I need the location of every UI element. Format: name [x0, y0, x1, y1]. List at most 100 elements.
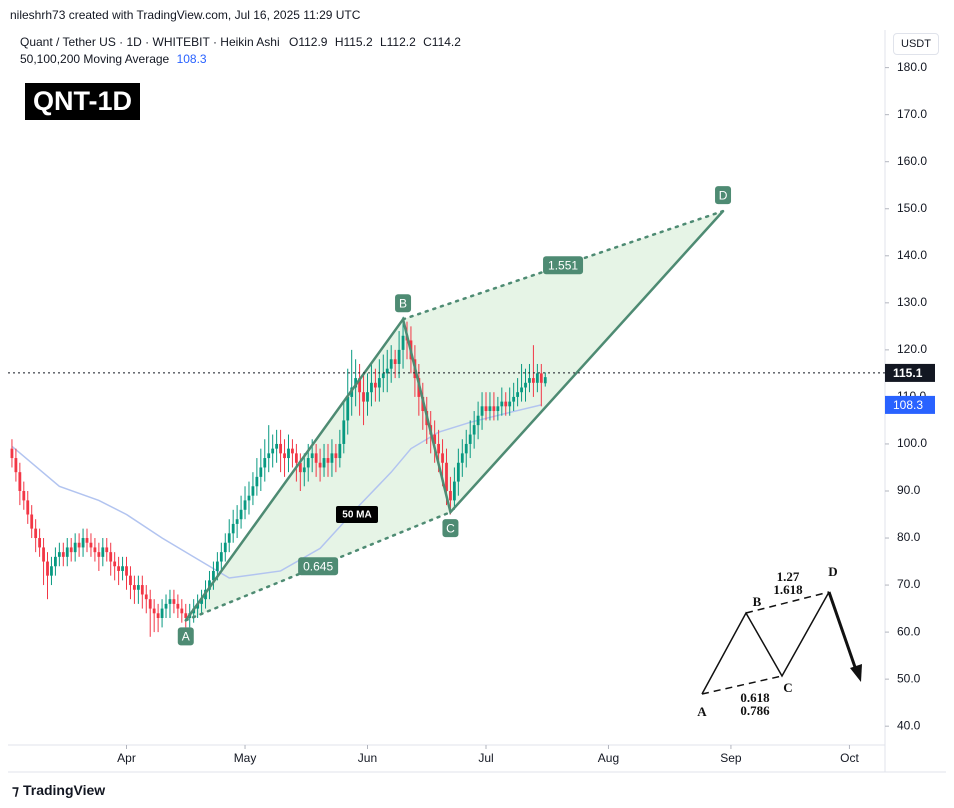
candle-body — [239, 509, 243, 520]
candle-body — [464, 443, 468, 454]
inset-ac-ratio: 0.618 — [740, 690, 770, 705]
candle-body — [38, 538, 42, 548]
ohlc-high: H115.2 — [334, 35, 373, 49]
point-label: B — [399, 296, 407, 310]
candle-body — [528, 378, 531, 383]
candle-body — [160, 608, 164, 618]
credit: nileshrh73 created with TradingView.com,… — [10, 8, 361, 22]
point-label-box — [442, 519, 459, 538]
candle-body — [267, 453, 271, 459]
point-label-box — [177, 627, 194, 646]
candle-body — [46, 561, 49, 576]
point-label: A — [182, 630, 190, 644]
ma-name-box — [336, 506, 378, 523]
y-tick-label: 170.0 — [897, 107, 927, 121]
ratio-label-box — [298, 557, 339, 576]
candle-body — [441, 453, 444, 463]
candle-body — [109, 552, 113, 562]
x-tick-label: May — [234, 751, 257, 765]
last-price-label: 115.1 — [893, 366, 923, 380]
candle-body — [34, 528, 38, 539]
candle-body — [168, 599, 172, 604]
x-tick-label: Sep — [720, 751, 742, 765]
inset-bd-ratio: 1.27 — [777, 569, 800, 584]
y-tick-label: 100.0 — [897, 436, 927, 450]
candle-body — [342, 420, 346, 444]
candle-body — [61, 552, 65, 557]
point-label: C — [446, 521, 455, 535]
ohlc-low: L112.2 — [379, 35, 416, 49]
y-tick-label: 130.0 — [897, 295, 927, 309]
y-tick-label: 150.0 — [897, 201, 927, 215]
candle-body — [520, 387, 523, 393]
candle-body — [129, 575, 132, 586]
candle-body — [152, 608, 156, 614]
candle-body — [26, 500, 30, 515]
candle-body — [496, 406, 500, 412]
candle-body — [302, 467, 306, 473]
candle-body — [164, 603, 168, 609]
currency-button[interactable]: USDT — [893, 33, 939, 55]
candle-body — [196, 603, 200, 609]
y-tick-label: 160.0 — [897, 154, 927, 168]
candle-body — [271, 448, 275, 454]
ma-title: 50,100,200 Moving Average — [20, 52, 170, 66]
candle-body — [362, 392, 365, 402]
candle-body — [291, 448, 294, 454]
candle-body — [354, 378, 358, 388]
candle-body — [93, 547, 97, 553]
candle-body — [227, 533, 231, 543]
candle-body — [500, 401, 504, 407]
ma-value-box — [885, 395, 935, 414]
candle-body — [326, 458, 330, 463]
candle-body — [251, 486, 255, 496]
candle-body — [212, 570, 215, 581]
pattern-legs — [184, 210, 724, 622]
y-tick-label: 60.0 — [897, 624, 921, 638]
candle-body — [346, 396, 350, 421]
y-tick-label: 70.0 — [897, 577, 921, 591]
candle-body — [259, 467, 263, 477]
candle-body — [397, 349, 401, 364]
candle-body — [532, 378, 535, 383]
y-tick-label: 180.0 — [897, 60, 927, 74]
candle-body — [172, 599, 176, 604]
candle-body — [81, 538, 85, 548]
y-tick-label: 40.0 — [897, 718, 921, 732]
candle-body — [54, 556, 57, 567]
candle-body — [358, 378, 361, 393]
candle-body — [310, 453, 314, 459]
candle-body — [535, 373, 539, 383]
candle-body — [445, 462, 448, 491]
candle-body — [113, 561, 117, 567]
candle-body — [488, 406, 492, 412]
plot-area: 40.050.060.070.080.090.0100.0110.0120.01… — [8, 60, 935, 765]
candle-body — [30, 514, 34, 529]
candle-body — [57, 552, 61, 557]
candle-body — [50, 566, 53, 576]
candle-body — [298, 462, 302, 473]
y-tick-label: 50.0 — [897, 671, 921, 685]
ratio-label-box — [543, 256, 584, 275]
candle-body — [144, 594, 148, 600]
ma-legend: 50,100,200 Moving Average 108.3 — [20, 52, 207, 66]
candle-body — [275, 443, 279, 449]
ohlc-open: O112.9 — [288, 35, 328, 49]
candle-body — [516, 392, 520, 397]
y-tick-label: 90.0 — [897, 483, 921, 497]
candle-body — [65, 547, 69, 557]
candle-body — [338, 443, 342, 459]
symbol: Quant / Tether US · 1D · WHITEBIT · Heik… — [20, 35, 280, 49]
ratio-label: 1.551 — [548, 258, 578, 272]
candle-body — [381, 373, 385, 379]
point-label: D — [719, 188, 728, 202]
ma-name: 50 MA — [342, 510, 371, 521]
candle-body — [322, 458, 326, 468]
candle-body — [401, 335, 405, 350]
candle-body — [125, 566, 128, 576]
symbol-legend: Quant / Tether US · 1D · WHITEBIT · Heik… — [20, 35, 461, 49]
last-price-box — [885, 363, 935, 382]
candle-body — [105, 547, 109, 553]
